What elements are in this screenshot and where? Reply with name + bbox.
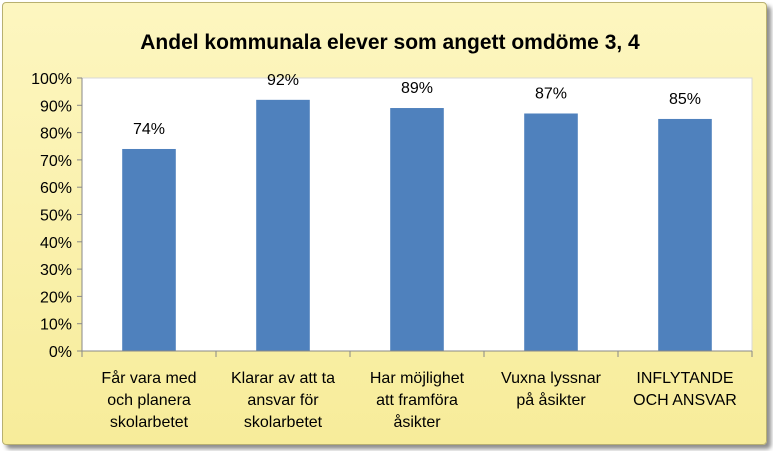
- x-category-label-line: att framföra: [376, 392, 458, 409]
- bar-data-label: 92%: [267, 72, 299, 89]
- x-category-label-line: åsikter: [393, 413, 441, 431]
- bar-data-label: 74%: [133, 121, 165, 138]
- x-category-label: INFLYTANDE OCH ANSVAR: [633, 370, 737, 409]
- bar: [256, 99, 310, 351]
- y-tick-label: 0%: [49, 344, 72, 361]
- bar-data-label: 87%: [535, 85, 567, 102]
- x-category-label-line: INFLYTANDE: [636, 370, 733, 387]
- x-category-label-line: Klarar av att ta: [231, 370, 335, 387]
- y-tick-label: 10%: [40, 317, 72, 334]
- bar: [658, 118, 712, 351]
- bars: [122, 99, 712, 352]
- x-category-label-line: på åsikter: [516, 391, 586, 409]
- y-tick-label: 40%: [40, 235, 72, 252]
- x-category-label: Vuxna lyssnar på åsikter: [501, 370, 602, 409]
- bar: [390, 108, 444, 351]
- x-axis: Får vara med och planera skolarbetetKlarar…: [81, 350, 753, 431]
- y-tick-label: 20%: [40, 289, 72, 306]
- bar-data-label: 89%: [401, 80, 433, 97]
- y-tick-label: 70%: [40, 153, 72, 170]
- data-labels: 74% 92% 89% 87% 85%: [133, 72, 701, 138]
- y-tick-label: 30%: [40, 262, 72, 279]
- x-category-label: Klarar av att ta ansvar för skolarbetet: [231, 370, 335, 431]
- y-tick-label: 80%: [40, 126, 72, 143]
- x-category-label-line: Får vara med: [101, 369, 196, 387]
- x-category-label-line: ansvar för: [247, 392, 319, 409]
- bar: [122, 148, 176, 351]
- bar-data-label: 85%: [669, 91, 701, 108]
- x-category-label: Får vara med och planera skolarbetet: [101, 369, 196, 431]
- x-category-label-line: Har möjlighet: [370, 370, 465, 387]
- x-category-label-line: skolarbetet: [244, 414, 323, 431]
- chart-title: Andel kommunala elever som angett omdöme…: [140, 31, 640, 54]
- bar-chart: Andel kommunala elever som angett omdöme…: [31, 31, 753, 431]
- x-category-label-line: skolarbetet: [110, 414, 189, 431]
- y-tick-label: 90%: [40, 98, 72, 115]
- x-category-label-line: och planera: [107, 392, 191, 409]
- chart-frame: Andel kommunala elever som angett omdöme…: [2, 2, 767, 445]
- x-category-label-line: OCH ANSVAR: [633, 392, 737, 409]
- y-tick-label: 100%: [31, 71, 72, 88]
- x-category-label: Har möjlighet att framföra åsikter: [370, 370, 465, 431]
- bar: [524, 113, 578, 352]
- y-tick-label: 60%: [40, 180, 72, 197]
- x-category-label-line: Vuxna lyssnar: [501, 370, 602, 387]
- y-axis: 0% 10% 20% 30% 40% 50% 60% 70% 80% 90% 100%: [31, 71, 83, 361]
- y-tick-label: 50%: [40, 208, 72, 225]
